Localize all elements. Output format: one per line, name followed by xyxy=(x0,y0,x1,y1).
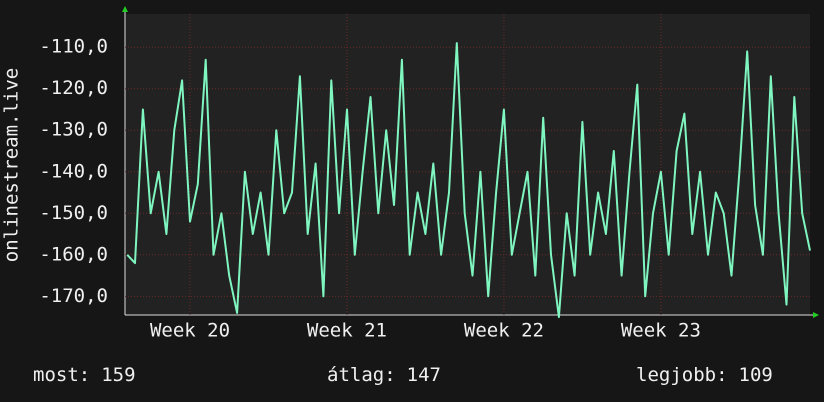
stat: átlag: 147 xyxy=(327,364,441,386)
y-tick-label: -160,0 xyxy=(39,243,108,265)
stat-value: 109 xyxy=(739,364,773,386)
stat: most: 159 xyxy=(33,364,136,386)
stat-value: 147 xyxy=(407,364,441,386)
stat: legjobb: 109 xyxy=(636,364,773,386)
y-tick-label: -130,0 xyxy=(39,119,108,141)
stat-label: most: xyxy=(33,364,90,386)
x-tick-label: Week 21 xyxy=(307,320,387,342)
y-tick-label: -150,0 xyxy=(39,202,108,224)
y-tick-label: -170,0 xyxy=(39,285,108,307)
x-tick-label: Week 20 xyxy=(150,320,230,342)
y-tick-label: -110,0 xyxy=(39,36,108,58)
stat-label: legjobb: xyxy=(636,364,728,386)
x-arrow xyxy=(813,312,819,318)
stat-label: átlag: xyxy=(327,364,396,386)
stat-value: 159 xyxy=(101,364,135,386)
x-tick-label: Week 23 xyxy=(621,320,701,342)
y-axis-label: onlinestream.live xyxy=(1,68,23,262)
y-arrow xyxy=(122,6,128,12)
data-line xyxy=(126,42,811,319)
x-tick-label: Week 22 xyxy=(464,320,544,342)
y-tick-label: -140,0 xyxy=(39,160,108,182)
y-tick-label: -120,0 xyxy=(39,77,108,99)
